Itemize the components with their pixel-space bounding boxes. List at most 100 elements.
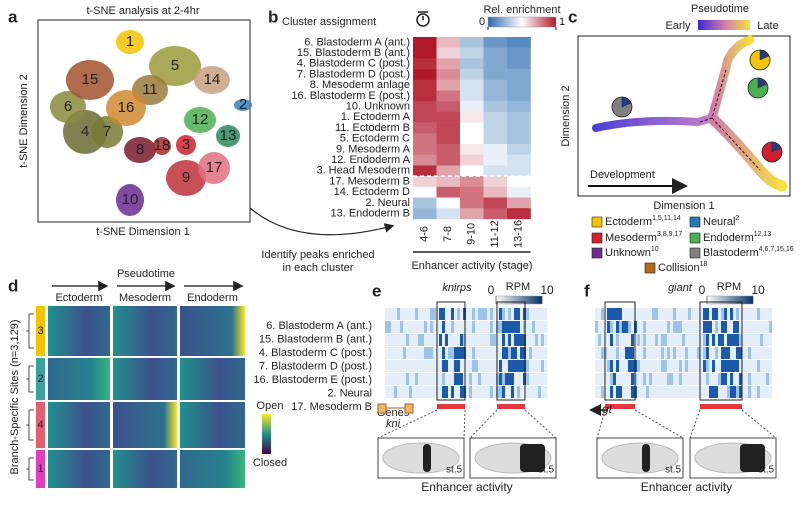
track-cell xyxy=(481,386,484,398)
track-cell xyxy=(385,321,388,333)
rpm-tick: 0 xyxy=(488,283,495,297)
track-cell xyxy=(709,347,712,359)
track-cell xyxy=(769,321,772,333)
track-cell xyxy=(721,321,724,333)
track-cell xyxy=(670,373,673,385)
caption: Enhancer activity xyxy=(641,480,732,494)
track-cell xyxy=(529,334,532,346)
gene-model xyxy=(377,403,387,414)
heat-cell xyxy=(413,165,437,177)
track-cell xyxy=(529,321,532,333)
track-cell xyxy=(421,373,424,385)
track-cell xyxy=(700,386,703,398)
row-label: 7. Blastoderm D (post.) xyxy=(259,360,372,372)
track-cell xyxy=(631,321,634,333)
cluster-label: 2 xyxy=(37,373,43,385)
heat-cell xyxy=(413,58,437,70)
track-cell xyxy=(625,386,628,398)
track-cell xyxy=(607,373,610,385)
track-cell xyxy=(763,321,766,333)
track-cell xyxy=(760,321,763,333)
track-cell xyxy=(655,347,658,359)
track-cell xyxy=(703,347,706,359)
track-cell xyxy=(517,334,520,346)
track-cell xyxy=(718,334,721,346)
track-cell xyxy=(517,373,520,385)
track-cell xyxy=(658,321,661,333)
track-cell xyxy=(694,308,697,320)
track-cell xyxy=(751,347,754,359)
track-cell xyxy=(517,347,520,359)
track-cell xyxy=(727,373,730,385)
track-cell xyxy=(532,308,535,320)
track-cell xyxy=(628,334,631,346)
track-cell xyxy=(757,360,760,372)
track-cell xyxy=(688,386,691,398)
colorbar-end: Early xyxy=(665,20,691,32)
cluster-number: 16 xyxy=(118,99,135,116)
track-cell xyxy=(679,321,682,333)
track-cell xyxy=(757,347,760,359)
track-cell xyxy=(505,308,508,320)
cluster-number: 12 xyxy=(192,111,209,128)
track-cell xyxy=(424,347,427,359)
heat-cell xyxy=(460,144,484,155)
track-cell xyxy=(679,373,682,385)
heat-cell xyxy=(507,133,531,145)
pie-slice xyxy=(757,77,768,89)
track-cell xyxy=(421,308,424,320)
track-cell xyxy=(511,360,514,372)
track-cell xyxy=(610,308,613,320)
track-cell xyxy=(511,373,514,385)
track-cell xyxy=(415,347,418,359)
track-cell xyxy=(691,373,694,385)
track-cell xyxy=(712,347,715,359)
track-cell xyxy=(712,386,715,398)
track-cell xyxy=(730,308,733,320)
track-cell xyxy=(451,308,454,320)
heat-cell xyxy=(460,69,484,81)
track-cell xyxy=(655,386,658,398)
track-cell xyxy=(475,321,478,333)
heat-cell xyxy=(483,165,508,177)
track-cell xyxy=(430,308,433,320)
track-cell xyxy=(514,334,517,346)
track-cell xyxy=(421,347,424,359)
track-cell xyxy=(682,373,685,385)
track-cell xyxy=(478,347,481,359)
track-cell xyxy=(730,321,733,333)
track-cell xyxy=(415,386,418,398)
track-cell xyxy=(670,347,673,359)
region-box xyxy=(699,301,743,401)
column-label: 9-10 xyxy=(466,223,478,245)
track-cell xyxy=(481,334,484,346)
track-cell xyxy=(472,347,475,359)
expression-stripe xyxy=(520,444,545,472)
track-cell xyxy=(424,334,427,346)
track-cell xyxy=(724,347,727,359)
track-cell xyxy=(475,360,478,372)
track-cell xyxy=(415,334,418,346)
stage-label: st.5 xyxy=(665,465,682,476)
track-cell xyxy=(727,386,730,398)
heat-cell xyxy=(413,176,437,188)
track-cell xyxy=(388,308,391,320)
y-axis-label: Branch-Specific Sites (n=3,129) xyxy=(9,320,21,475)
cluster-number: 13 xyxy=(220,127,237,144)
track-cell xyxy=(694,373,697,385)
track-cell xyxy=(454,308,457,320)
track-cell xyxy=(667,347,670,359)
track-cell xyxy=(631,386,634,398)
track-cell xyxy=(610,386,613,398)
track-cell xyxy=(454,373,457,385)
track-cell xyxy=(742,373,745,385)
column-label: 4-6 xyxy=(419,226,431,242)
track-cell xyxy=(385,334,388,346)
panel-title: t-SNE analysis at 2-4hr xyxy=(86,5,199,17)
track-cell xyxy=(730,334,733,346)
track-cell xyxy=(751,321,754,333)
track-cell xyxy=(499,334,502,346)
track-cell xyxy=(391,347,394,359)
track-cell xyxy=(703,373,706,385)
track-cell xyxy=(760,347,763,359)
